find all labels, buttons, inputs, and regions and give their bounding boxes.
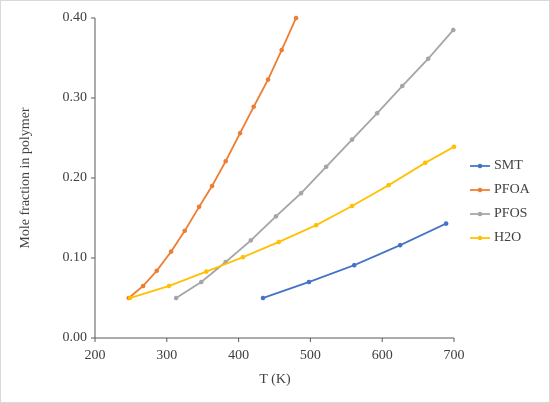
point xyxy=(182,228,188,234)
point xyxy=(351,262,357,268)
y-tick-label: 0.10 xyxy=(63,250,88,265)
point xyxy=(273,214,279,219)
point xyxy=(451,144,457,150)
point xyxy=(168,249,174,254)
series-line xyxy=(129,146,455,299)
legend-marker xyxy=(477,211,483,217)
legend-marker xyxy=(477,235,483,241)
legend-label: H2O xyxy=(494,230,521,245)
point xyxy=(203,269,209,274)
point xyxy=(209,183,215,189)
point xyxy=(198,279,204,285)
x-tick-label: 700 xyxy=(444,348,465,363)
x-tick-label: 300 xyxy=(156,348,177,363)
point xyxy=(173,295,179,301)
x-tick-label: 600 xyxy=(372,348,393,363)
point xyxy=(443,221,449,226)
point xyxy=(166,283,172,289)
y-tick-label: 0.30 xyxy=(63,90,88,105)
point xyxy=(276,239,282,245)
legend-label: PFOA xyxy=(494,182,531,197)
point xyxy=(422,160,428,166)
point xyxy=(240,254,246,260)
point xyxy=(313,222,319,228)
legend-marker xyxy=(477,187,483,193)
point xyxy=(349,137,355,142)
point xyxy=(279,47,284,53)
x-tick-label: 400 xyxy=(228,348,249,363)
point xyxy=(248,238,254,243)
point xyxy=(400,83,405,89)
point xyxy=(265,77,271,82)
legend-label: PFOS xyxy=(494,206,527,221)
point xyxy=(386,182,391,188)
point xyxy=(306,279,312,285)
point xyxy=(154,268,160,274)
x-tick-label: 500 xyxy=(300,348,321,363)
point xyxy=(223,158,228,164)
point xyxy=(425,56,431,62)
point xyxy=(374,110,380,116)
x-tick-label: 200 xyxy=(85,348,106,363)
point xyxy=(127,295,133,301)
point xyxy=(140,283,146,289)
y-tick-label: 0.40 xyxy=(63,10,88,25)
point xyxy=(397,242,403,248)
x-axis-title: T (K) xyxy=(259,372,291,387)
point xyxy=(323,164,329,170)
point xyxy=(196,204,202,210)
point xyxy=(293,15,299,21)
point xyxy=(260,295,266,301)
legend-label: SMT xyxy=(494,158,523,173)
point xyxy=(450,27,456,33)
y-tick-label: 0.00 xyxy=(63,330,88,345)
point xyxy=(349,203,355,209)
legend-marker xyxy=(477,163,483,169)
point xyxy=(298,190,304,196)
y-axis-title: Mole fraction in polymer xyxy=(18,107,33,248)
point xyxy=(251,104,256,110)
point xyxy=(237,130,243,136)
y-tick-label: 0.20 xyxy=(63,170,88,185)
